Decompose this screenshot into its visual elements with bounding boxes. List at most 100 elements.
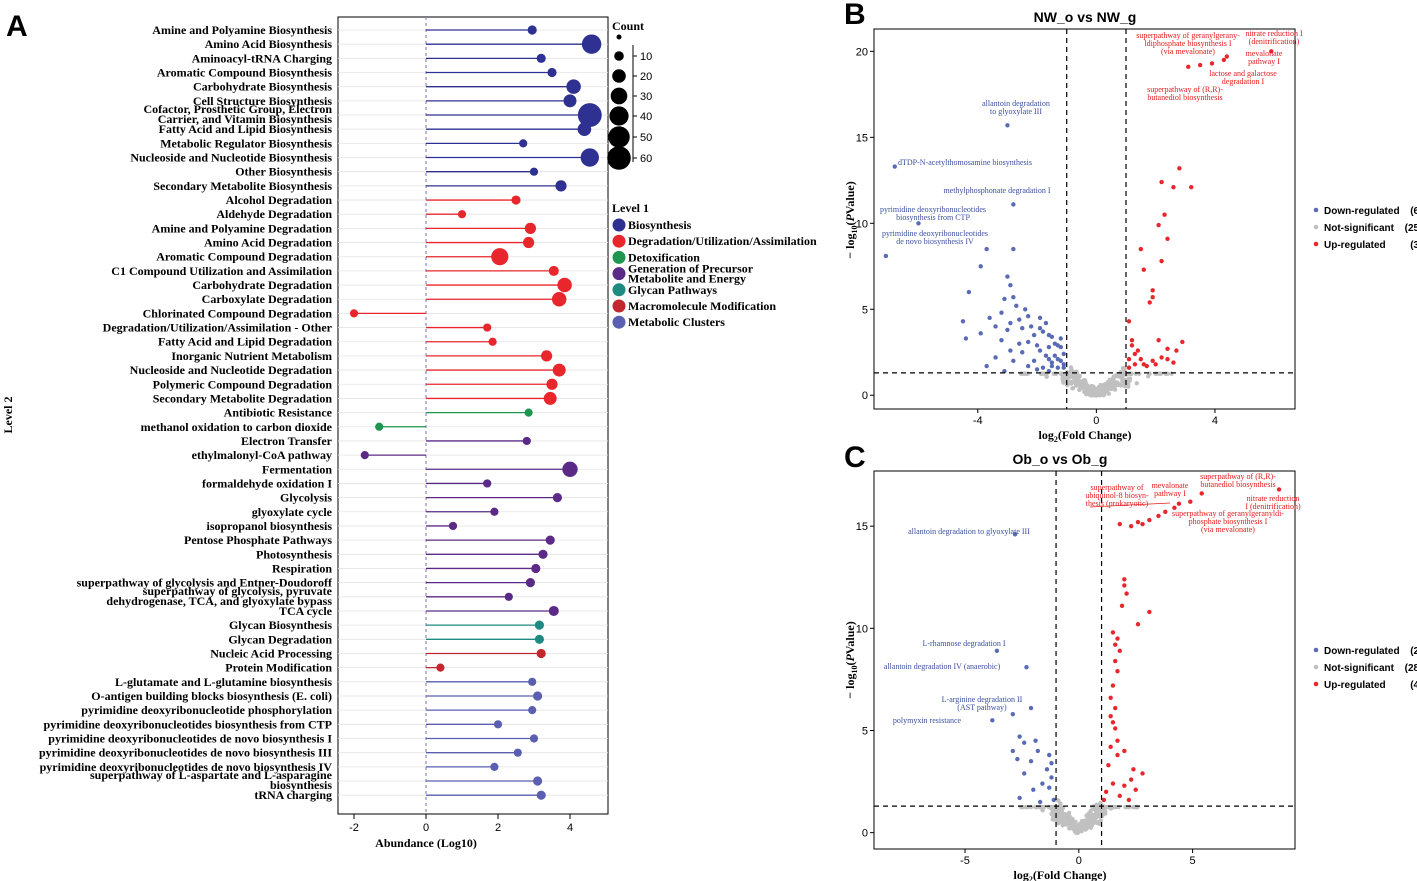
lollipop-point: [524, 408, 533, 417]
panel-a-x-axis: -2 0 2 4: [349, 814, 573, 834]
down-point: [1010, 711, 1016, 717]
row-label: ethylmalonyl-CoA pathway: [192, 448, 332, 462]
point-annotation: mevalonate pathway I: [1152, 481, 1189, 498]
down-point: [883, 253, 889, 259]
ns-point: [1090, 812, 1095, 818]
x-tick-label: -5: [960, 855, 970, 867]
up-point: [1135, 622, 1141, 627]
ns-point: [1092, 817, 1097, 822]
down-point: [1025, 363, 1031, 369]
lollipop-point: [534, 620, 544, 630]
down-point: [1023, 307, 1028, 312]
ns-point: [1134, 381, 1139, 386]
up-point: [1269, 49, 1274, 54]
ns-point: [1094, 386, 1100, 392]
row-label: Secondary Metabolite Biosynthesis: [153, 179, 332, 193]
down-point: [1011, 358, 1016, 364]
panel-a-frame: [337, 16, 609, 815]
lollipop-point: [557, 277, 572, 293]
ns-point: [1077, 827, 1082, 832]
row-label: O-antigen building blocks biosynthesis (…: [91, 689, 332, 703]
up-point: [1117, 648, 1122, 654]
ns-point: [1133, 371, 1139, 376]
lollipop-point: [488, 337, 497, 346]
point-annotation: methylphosphonate degradation I: [943, 186, 1050, 195]
up-point: [1162, 212, 1167, 217]
down-point: [1049, 360, 1055, 365]
row-label: Nucleic Acid Processing: [210, 646, 332, 660]
legend-label: Down-regulated: [1324, 206, 1400, 217]
up-point: [1165, 356, 1170, 362]
up-point: [1132, 351, 1138, 357]
ns-point: [1078, 381, 1083, 386]
down-point: [1002, 368, 1007, 374]
down-point: [978, 264, 983, 269]
size-legend-dot: [609, 106, 629, 126]
up-point: [1135, 519, 1141, 525]
ns-point: [1066, 810, 1072, 816]
down-point: [994, 648, 1000, 654]
lollipop-point: [581, 34, 602, 54]
down-point: [1005, 327, 1010, 333]
down-point: [966, 289, 972, 295]
color-legend-label: Generation of Precursor Metabolite and En…: [628, 262, 754, 286]
ns-point: [1062, 813, 1067, 819]
y-tick-label: 15: [856, 132, 868, 144]
down-point: [1021, 771, 1027, 776]
point-annotation: pyrimidine deoxyribonucleotides biosynthe…: [880, 205, 986, 222]
y-tick-label: 20: [856, 46, 868, 58]
up-point: [1197, 62, 1203, 68]
down-point: [1033, 738, 1038, 743]
legend-swatch: [1313, 681, 1319, 687]
lollipop-point: [577, 122, 592, 136]
x-tick-label: 0: [1093, 415, 1099, 427]
up-point: [1209, 61, 1215, 66]
lollipop-point: [543, 391, 557, 405]
ns-point: [1070, 386, 1075, 391]
ns-point: [1095, 813, 1100, 818]
legend-count: (289): [1405, 663, 1417, 674]
down-point: [1061, 362, 1066, 367]
down-point: [1020, 350, 1025, 355]
color-legend-label: Degradation/Utilization/Assimilation: [628, 234, 817, 248]
ns-point: [1102, 811, 1108, 816]
up-point: [1110, 683, 1116, 688]
up-point: [1171, 360, 1176, 365]
up-point: [1113, 705, 1118, 711]
down-point: [1043, 353, 1049, 358]
up-point: [1126, 797, 1132, 803]
ns-point: [1094, 389, 1100, 395]
color-legend-label: Biosynthesis: [628, 218, 692, 232]
up-point: [1147, 609, 1152, 615]
point-annotation: allantoin degradation IV (anaerobic): [884, 662, 1001, 671]
down-point: [1055, 356, 1061, 362]
up-point: [1174, 348, 1179, 353]
up-point: [1199, 491, 1204, 496]
lollipop-point: [375, 422, 384, 431]
down-point: [1002, 296, 1007, 302]
down-point: [1046, 356, 1052, 362]
down-point: [1051, 797, 1056, 803]
down-point: [1034, 343, 1040, 348]
up-point: [1128, 523, 1134, 529]
down-point: [1034, 367, 1040, 372]
lollipop-point: [522, 236, 535, 249]
panel-c-xlabel: log2(Fold Change): [1013, 868, 1106, 881]
size-legend-label: 30: [640, 91, 652, 103]
ns-point: [1024, 371, 1030, 376]
y-tick-label: 10: [856, 623, 868, 635]
point-annotation: superpathway of (R,R)-butanediol biosynt…: [1200, 472, 1276, 489]
size-legend-dot: [614, 51, 624, 61]
down-point: [1017, 317, 1022, 322]
row-label: Respiration: [272, 561, 332, 575]
ns-point: [1081, 825, 1086, 831]
ns-point: [1145, 373, 1151, 379]
row-label: Other Biosynthesis: [235, 165, 332, 179]
lollipop-point: [349, 309, 359, 318]
up-point: [1122, 783, 1127, 788]
up-point: [1153, 362, 1158, 367]
legend-swatch: [1313, 241, 1319, 247]
ns-point: [1098, 382, 1103, 388]
down-point: [892, 164, 897, 169]
color-legend-label: Glycan Pathways: [628, 283, 717, 297]
